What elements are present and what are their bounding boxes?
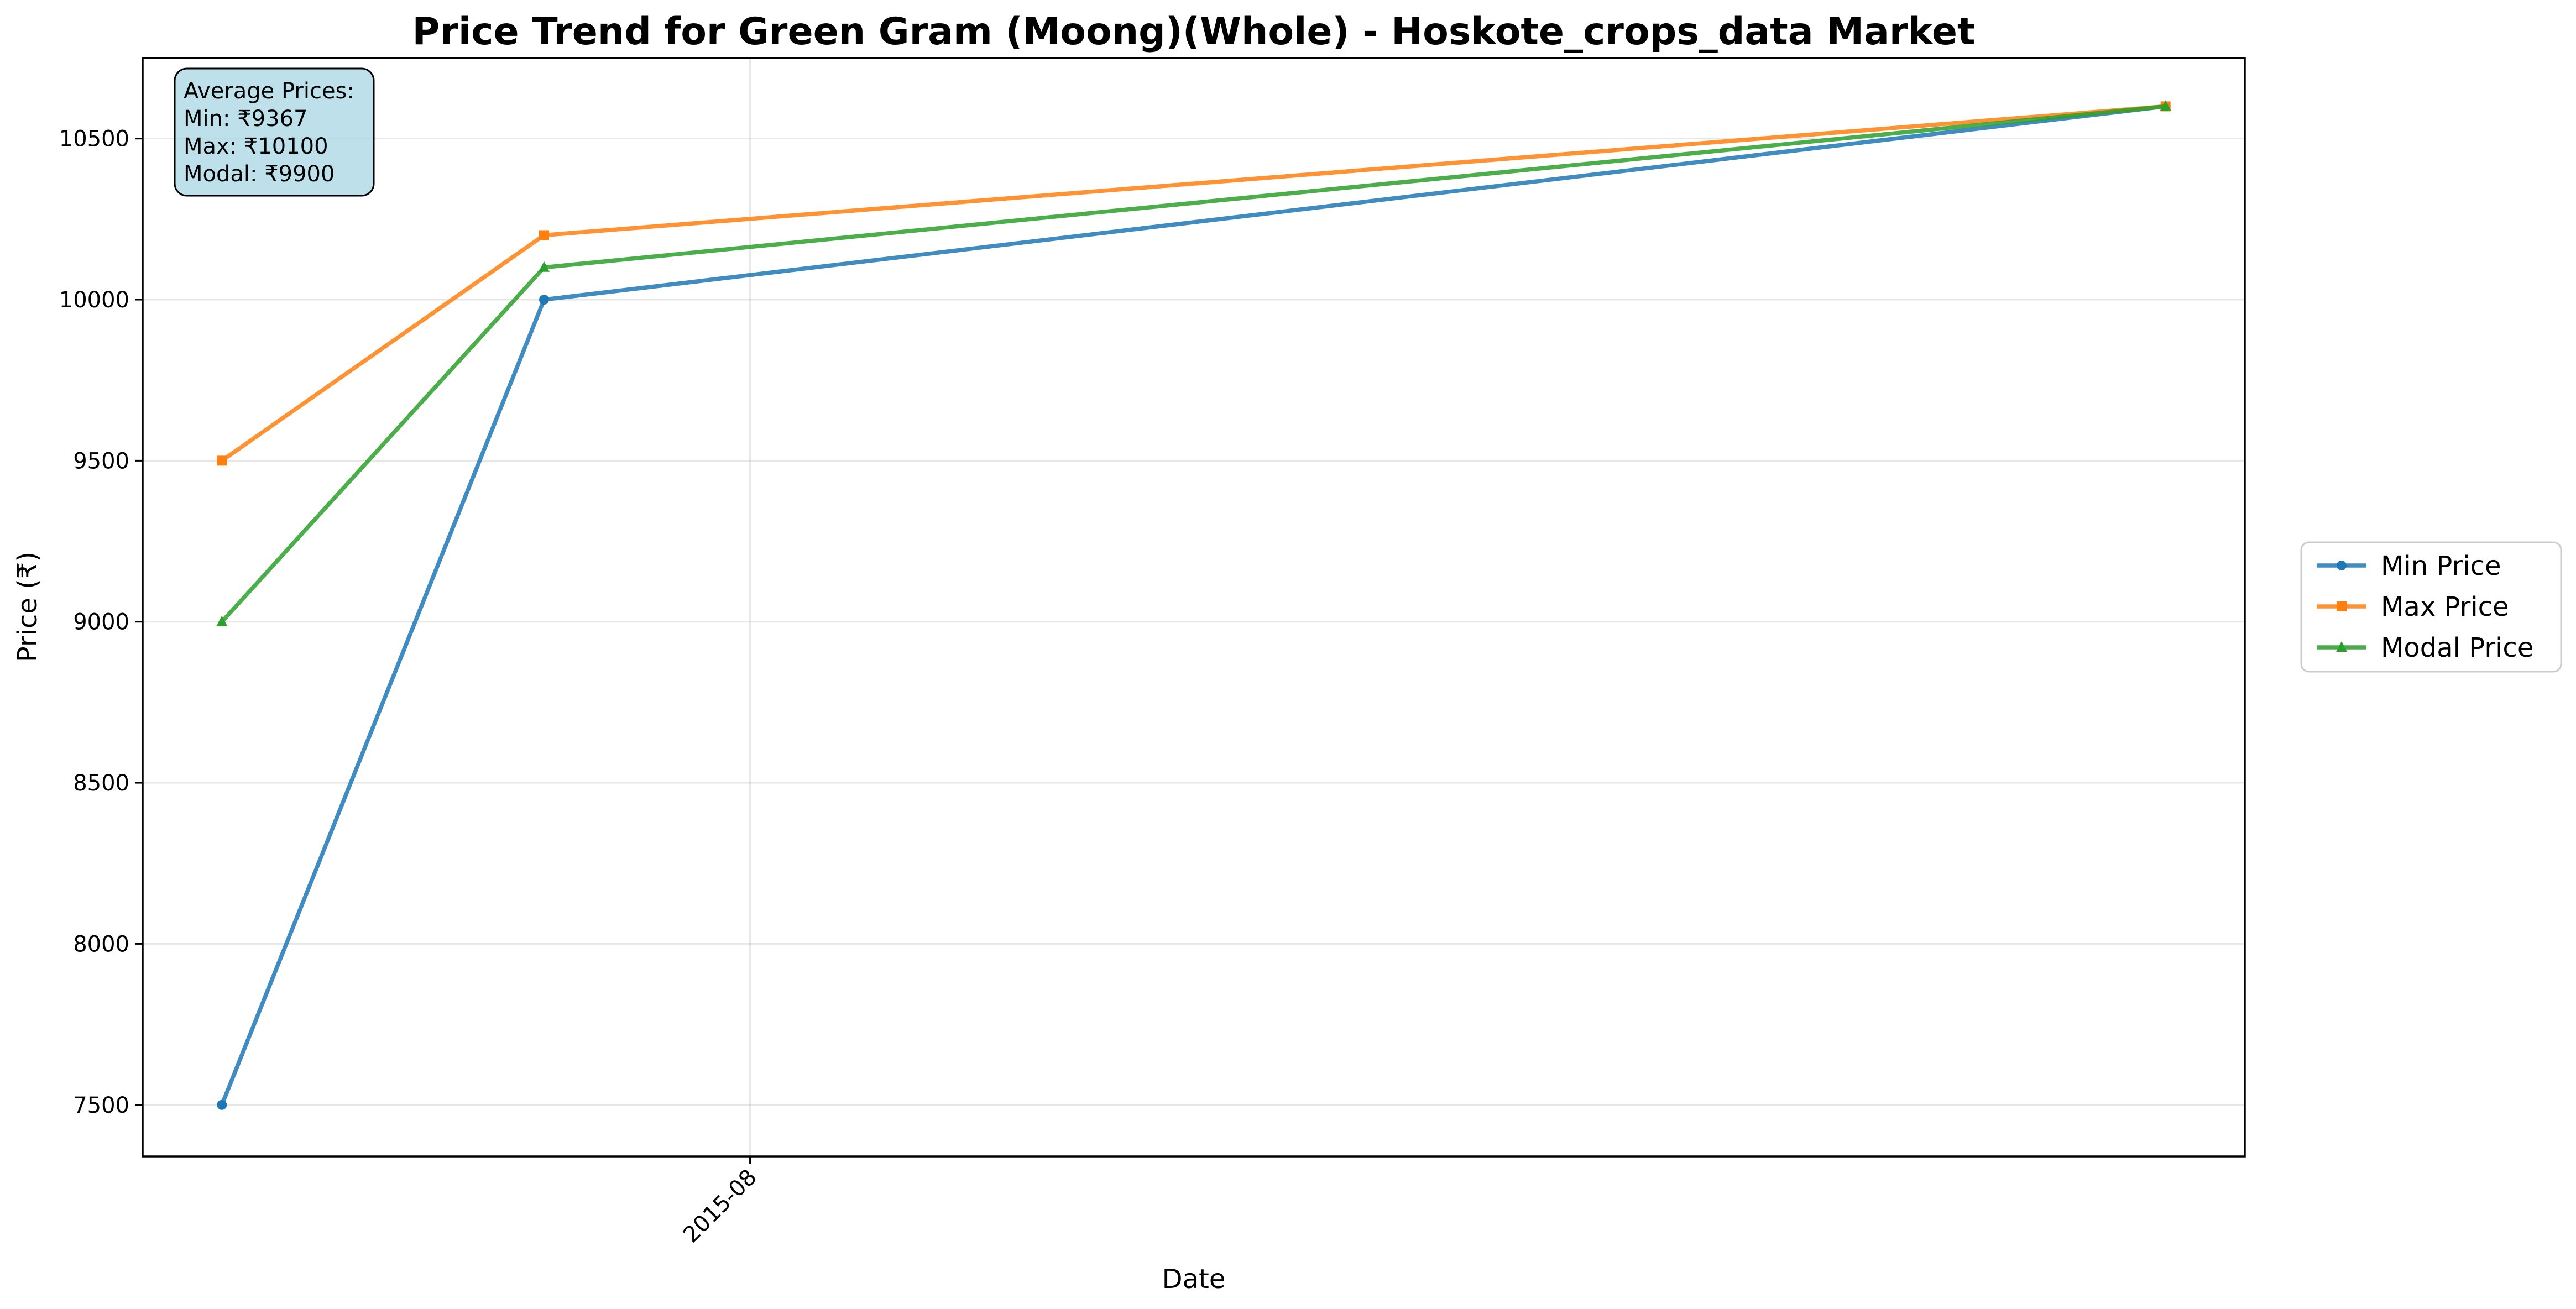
y-tick-label: 8000 [73, 931, 129, 957]
average-prices-box: Average Prices: Min: ₹9367 Max: ₹10100 M… [174, 67, 375, 197]
legend-item-modal-price: Modal Price [2317, 632, 2533, 663]
average-max-price: Max: ₹10100 [184, 134, 328, 159]
max-price-point [539, 230, 550, 240]
x-tick-label: 2015-08 [678, 1165, 762, 1248]
y-tick-label: 10000 [59, 287, 129, 313]
y-tick-label: 8500 [73, 771, 129, 796]
x-axis-label: Date [1162, 1264, 1226, 1295]
legend-marker-min-price [2337, 561, 2347, 570]
max-price-point [217, 455, 227, 466]
x-axis-ticks: 2015-08 [678, 1156, 762, 1248]
legend-label-modal-price: Modal Price [2381, 632, 2533, 663]
grid-lines [143, 58, 2245, 1156]
modal-price-series [216, 100, 2171, 626]
legend-marker-max-price [2337, 601, 2347, 611]
min-price-series [217, 101, 2171, 1110]
modal-price-point [216, 615, 228, 626]
legend-frame [2300, 541, 2562, 673]
plot-frame [142, 57, 2246, 1158]
y-tick-label: 9000 [73, 610, 129, 635]
legend-marker-modal-price [2336, 641, 2347, 652]
average-modal-price: Modal: ₹9900 [184, 161, 335, 187]
legend: Min Price Max Price Modal Price [2300, 541, 2562, 673]
min-price-point [539, 295, 550, 305]
min-price-point [217, 1099, 227, 1110]
modal-price-point [539, 261, 550, 272]
modal-price-point [2160, 100, 2171, 111]
y-axis-ticks: 7500 8000 8500 9000 9500 10000 10500 [59, 127, 143, 1118]
average-min-price: Min: ₹9367 [184, 106, 307, 132]
legend-item-max-price: Max Price [2317, 591, 2509, 622]
legend-item-min-price: Min Price [2317, 551, 2501, 582]
max-price-line [220, 104, 2168, 463]
legend-label-max-price: Max Price [2381, 591, 2509, 622]
max-price-series [217, 101, 2171, 466]
y-tick-label: 7500 [73, 1093, 129, 1118]
legend-label-min-price: Min Price [2381, 551, 2501, 582]
series-layer [216, 100, 2171, 1110]
y-axis-label: Price (₹) [12, 552, 43, 662]
average-prices-box-bg [174, 67, 375, 197]
y-tick-label: 9500 [73, 448, 129, 474]
chart-title: Price Trend for Green Gram (Moong)(Whole… [412, 10, 1976, 54]
average-prices-heading: Average Prices: [184, 78, 354, 104]
y-tick-label: 10500 [59, 127, 129, 152]
